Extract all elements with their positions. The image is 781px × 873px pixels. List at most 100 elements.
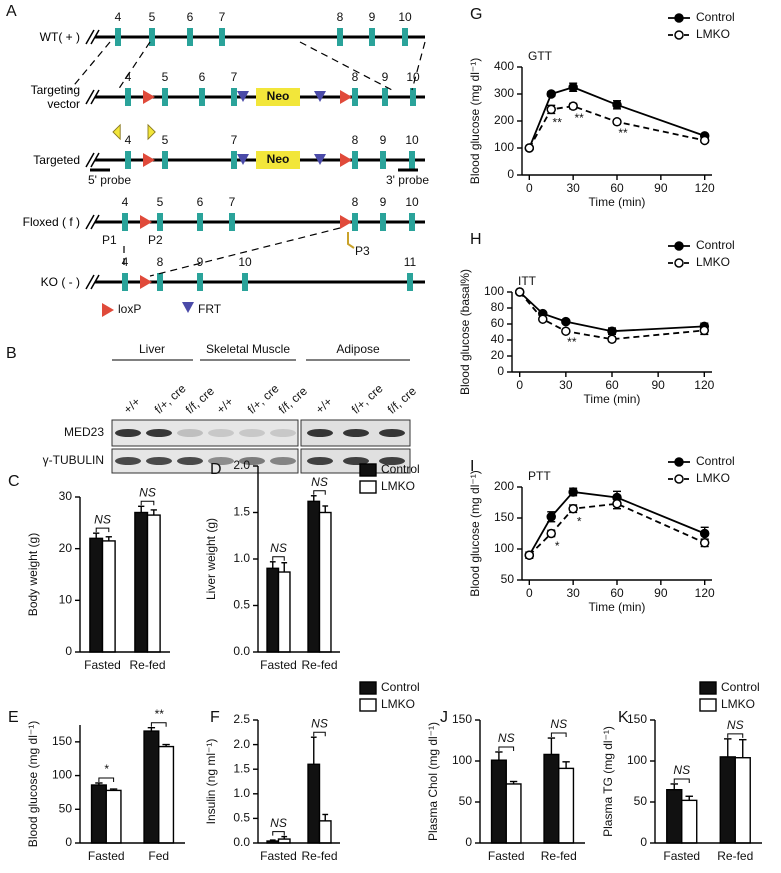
exon — [187, 28, 193, 46]
y-tick-label: 0 — [640, 835, 647, 849]
break-mark — [85, 152, 95, 168]
row-label: KO ( - ) — [40, 275, 80, 289]
annotation: NS — [270, 541, 287, 555]
x-tick-label: Fasted — [260, 658, 297, 672]
x-tick-label: Re-fed — [301, 658, 337, 672]
y-axis-label: Blood glucose (mg dl⁻¹) — [26, 721, 40, 847]
y-tick-label: 50 — [634, 794, 648, 808]
bar — [277, 571, 291, 653]
panel-label: C — [8, 473, 20, 490]
x-axis-label: Time (min) — [589, 195, 646, 209]
band — [115, 457, 141, 465]
significance-bracket — [150, 722, 167, 727]
significance-bracket — [272, 831, 285, 836]
marker — [561, 316, 571, 327]
y-tick-label: 0.0 — [233, 644, 250, 658]
exon — [242, 273, 248, 291]
significance-bracket — [550, 732, 567, 738]
y-axis-label: Blood glucose (mg dl⁻¹) — [468, 470, 482, 596]
band — [239, 457, 265, 465]
y-tick-label: 20 — [491, 348, 505, 362]
legend-swatch — [359, 463, 377, 477]
legend-swatch — [699, 698, 717, 712]
bar — [266, 567, 280, 653]
panel-label: E — [8, 709, 19, 726]
panel-label: J — [440, 709, 448, 726]
panel-label: K — [618, 709, 629, 726]
exon — [197, 273, 203, 291]
bar — [543, 753, 560, 844]
y-tick-label: 150 — [452, 712, 472, 726]
break-mark — [90, 274, 100, 290]
bar — [318, 511, 332, 653]
marker — [612, 100, 622, 110]
exon-number: 8 — [157, 255, 164, 269]
probe-label: 5' probe — [88, 173, 131, 187]
band — [177, 457, 203, 465]
homology-line — [149, 227, 341, 277]
y-tick-label: 100 — [52, 768, 72, 782]
break-mark — [90, 152, 100, 168]
band — [208, 429, 234, 437]
x-tick-label: 60 — [605, 378, 619, 392]
exon-number: 11 — [404, 255, 417, 269]
exon — [407, 273, 413, 291]
genotype-label: +/+ — [214, 395, 236, 417]
marker — [568, 82, 578, 92]
primer — [347, 232, 355, 249]
exon-number: 5 — [162, 133, 169, 147]
marker — [607, 326, 617, 336]
exon-number: 4 — [122, 255, 129, 269]
legend-label: LMKO — [696, 27, 730, 41]
loxp-site — [102, 303, 114, 317]
row-label: Targeting vector — [30, 83, 80, 111]
bar — [558, 767, 575, 844]
exon-number: 9 — [380, 195, 387, 209]
legend-label: Control — [381, 680, 420, 694]
homology-line — [69, 41, 111, 91]
bar — [89, 537, 104, 653]
blot — [111, 448, 299, 474]
significance-bracket — [313, 731, 326, 737]
significance-bracket — [727, 733, 744, 738]
marker — [546, 528, 556, 539]
band — [343, 457, 369, 465]
neo-label: Neo — [267, 152, 290, 166]
row-label: WT( + ) — [39, 30, 80, 44]
exon — [380, 213, 386, 231]
y-tick-label: 0.5 — [233, 811, 250, 825]
break-mark — [90, 214, 100, 230]
y-tick-label: 0 — [65, 644, 72, 658]
exon-number: 7 — [219, 10, 226, 24]
exon — [219, 28, 225, 46]
x-tick-label: 30 — [566, 181, 580, 195]
protein-label: MED23 — [64, 425, 104, 439]
marker — [699, 538, 710, 548]
x-tick-label: 0 — [516, 378, 523, 392]
y-tick-label: 150 — [494, 510, 514, 524]
loxp-site — [140, 275, 152, 289]
exon-number: 4 — [125, 133, 132, 147]
annotation: NS — [139, 485, 156, 499]
exon-number: 10 — [405, 133, 419, 147]
exon-number: 8 — [352, 195, 359, 209]
exon — [149, 28, 155, 46]
annotation: NS — [311, 716, 328, 730]
y-tick-label: 30 — [59, 489, 73, 503]
legend-label: LMKO — [721, 697, 755, 711]
band — [177, 429, 203, 437]
probe-label: 3' probe — [386, 173, 429, 187]
y-tick-label: 200 — [494, 113, 514, 127]
legend-label: loxP — [118, 302, 141, 316]
x-tick-label: Re-fed — [301, 849, 337, 863]
bar — [734, 757, 751, 844]
y-axis-label: Blood glucose (basal%) — [458, 269, 472, 395]
legend-label: Control — [381, 462, 420, 476]
y-tick-label: 100 — [627, 753, 647, 767]
loxp-site — [340, 153, 352, 167]
break-mark — [85, 274, 95, 290]
frt-site — [237, 91, 249, 102]
exon-number: 5 — [157, 195, 164, 209]
band — [379, 457, 405, 465]
